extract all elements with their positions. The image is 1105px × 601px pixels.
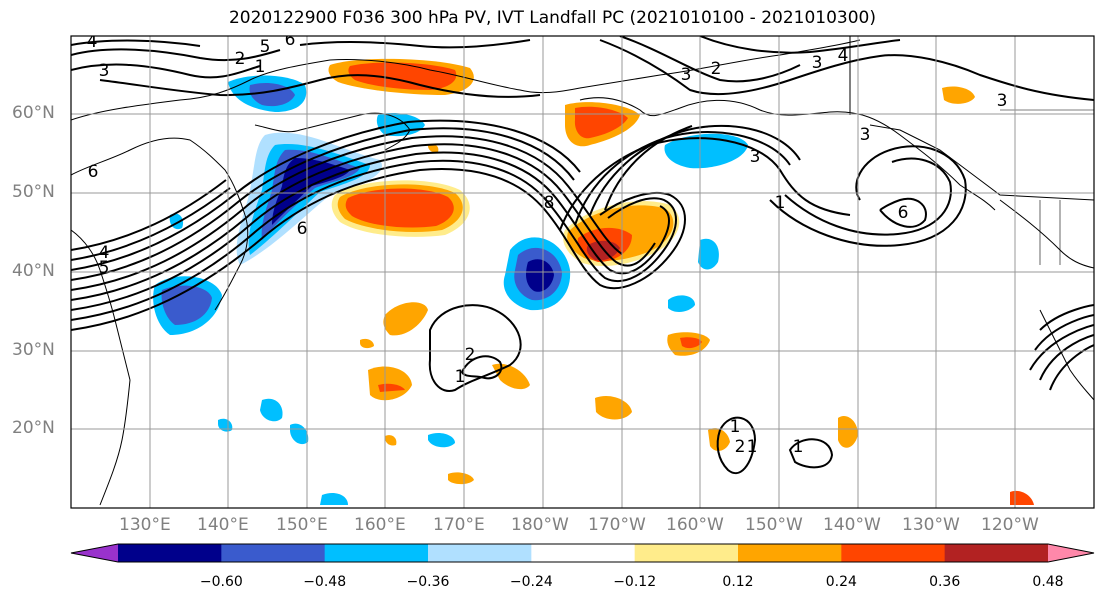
neg-patch-east1 [698, 238, 719, 270]
colorbar-tick-label: −0.36 [407, 574, 450, 590]
contour-label: 2 [235, 49, 246, 69]
contour-label: 3 [997, 91, 1008, 111]
pos-patch-mid5-core [680, 337, 702, 349]
contour-label: 1 [255, 57, 266, 77]
lon-label-130w: 130°W [902, 515, 960, 535]
contour-label: 2 [465, 345, 476, 365]
pos-patch-small3 [428, 143, 439, 153]
pv-contours [71, 36, 1094, 475]
contour-label: 3 [681, 65, 692, 85]
shaded-anomalies [153, 58, 1034, 505]
colorbar-tick-label: −0.12 [613, 574, 656, 590]
colorbar-extend-high [1048, 544, 1094, 562]
contour-label: 5 [99, 258, 110, 278]
contour-label: 3 [750, 147, 761, 167]
contour-label: 5 [260, 37, 271, 57]
colorbar-tick-label: 0.48 [1032, 574, 1063, 590]
lon-label-130e: 130°E [119, 515, 171, 535]
colorbar-tick-label: −0.60 [200, 574, 243, 590]
colorbar-segment [428, 544, 532, 562]
lon-label-160w: 160°W [666, 515, 724, 535]
pos-patch-mid2 [368, 366, 412, 401]
lat-label-40: 40°N [12, 261, 55, 281]
contour-label: 4 [99, 243, 110, 263]
lon-label-170w: 170°W [588, 515, 646, 535]
lon-label-120w: 120°W [981, 515, 1039, 535]
pos-patch-small2 [385, 435, 397, 446]
neg-patch-south3 [428, 432, 455, 448]
graticule [71, 36, 1094, 508]
lat-label-20: 20°N [12, 418, 55, 438]
pos-patch-south-d [1010, 490, 1034, 505]
lat-label-50: 50°N [12, 182, 55, 202]
lon-label-140e: 140°E [197, 515, 249, 535]
contour-label: 6 [297, 219, 308, 239]
lon-label-160e: 160°E [354, 515, 406, 535]
neg-patch-kuril-deep [272, 158, 350, 225]
colorbar-tick-label: 0.36 [929, 574, 960, 590]
lon-label-170e: 170°E [433, 515, 485, 535]
contour-label: 1 [775, 193, 786, 213]
pos-patch-mid4 [595, 395, 632, 420]
contour-label: 1 [730, 417, 741, 437]
neg-patch-japan-core [161, 285, 212, 325]
pos-patch-small1 [360, 338, 374, 349]
lat-label-30: 30°N [12, 340, 55, 360]
lon-label-180w: 180°W [511, 515, 569, 535]
neg-patch-south4 [218, 418, 233, 432]
contour-label: 4 [838, 46, 849, 66]
pos-patch-bering-core [574, 106, 628, 139]
neg-patch-south5 [320, 493, 348, 505]
neg-patch-dateline-deep [526, 259, 554, 292]
pos-patch-mid1 [383, 302, 428, 336]
contour-label: 6 [88, 162, 99, 182]
colorbar-extend-low [71, 544, 118, 562]
colorbar-segment [841, 544, 946, 562]
contour-label: 1 [793, 437, 804, 457]
colorbar-segment [324, 544, 429, 562]
neg-patch-aleutian-east [664, 133, 748, 169]
contour-label: 2 [711, 59, 722, 79]
colorbar-tick-label: −0.48 [303, 574, 346, 590]
contour-label: 2 [735, 437, 746, 457]
pos-patch-alaska [942, 86, 975, 104]
colorbar-segment [738, 544, 842, 562]
contour-label: 6 [898, 203, 909, 223]
contour-label: 3 [860, 125, 871, 145]
pos-patch-kuril-core [345, 188, 454, 228]
colorbar-segment [634, 544, 739, 562]
contour-label: 3 [99, 61, 110, 81]
contour-label: 6 [323, 21, 334, 41]
contour-label: 1 [455, 367, 466, 387]
colorbar-segment [944, 544, 1049, 562]
lat-label-60: 60°N [12, 103, 55, 123]
neg-patch-south1 [260, 398, 283, 422]
lon-label-140w: 140°W [823, 515, 881, 535]
lon-label-150w: 150°W [745, 515, 803, 535]
map-title: 2020122900 F036 300 hPa PV, IVT Landfall… [228, 8, 876, 28]
contour-label: 4 [87, 32, 98, 52]
contour-label: 1 [747, 437, 758, 457]
contour-label: 6 [285, 30, 296, 50]
colorbar-tick-label: 0.12 [722, 574, 753, 590]
lon-label-150e: 150°E [276, 515, 328, 535]
colorbar-segment [531, 544, 636, 562]
colorbar-segment [118, 544, 222, 562]
map-frame [70, 35, 1095, 509]
contour-label: 3 [812, 53, 823, 73]
contour-label: 8 [544, 193, 555, 213]
colorbar-tick-label: 0.24 [826, 574, 857, 590]
pos-patch-south-a [708, 428, 730, 451]
neg-patch-east2 [668, 295, 695, 312]
colorbar-outline [70, 543, 1095, 563]
pos-patch-south-b [838, 415, 858, 448]
colorbar-tick-label: −0.24 [510, 574, 553, 590]
pos-patch-south-c [448, 472, 474, 485]
colorbar-segment [221, 544, 326, 562]
